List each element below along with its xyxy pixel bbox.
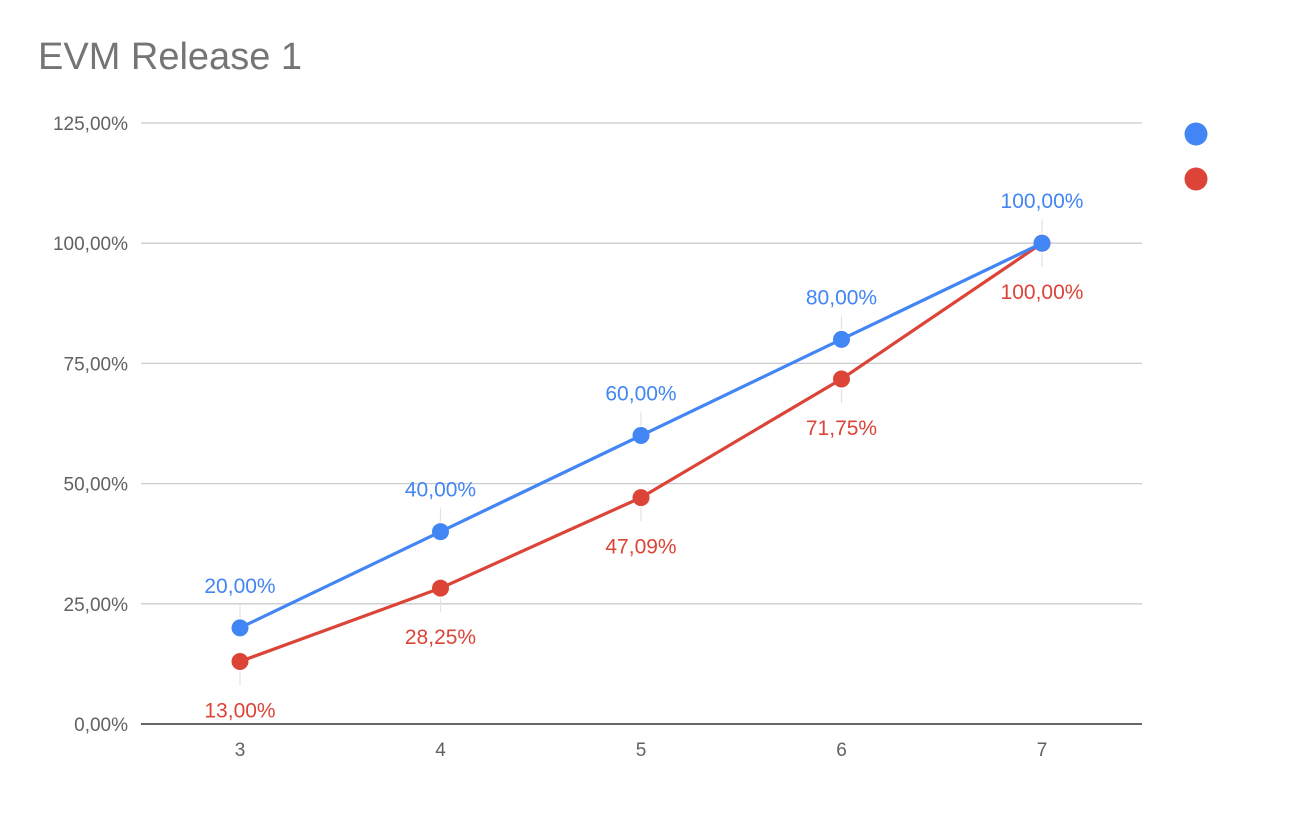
data-point-series-2	[833, 370, 850, 388]
x-tick-label: 6	[836, 740, 847, 761]
data-point-series-2	[231, 652, 249, 670]
y-tick-label: 100,00%	[53, 234, 128, 255]
data-point-series-2	[632, 489, 650, 507]
data-label-series-1: 20,00%	[204, 575, 275, 598]
data-point-series-1	[231, 619, 249, 637]
data-label-series-2: 71,75%	[806, 417, 877, 440]
data-label-series-1: 100,00%	[1001, 190, 1084, 213]
x-tick-label: 7	[1037, 740, 1048, 761]
y-tick-label: 0,00%	[74, 715, 128, 736]
x-tick-label: 5	[636, 740, 647, 761]
chart-title: EVM Release 1	[38, 36, 303, 78]
data-label-series-2: 47,09%	[605, 536, 676, 559]
y-tick-label: 75,00%	[64, 354, 129, 375]
y-tick-label: 125,00%	[53, 114, 128, 135]
data-point-series-1	[632, 427, 650, 445]
legend-marker-series-1	[1184, 122, 1208, 146]
data-point-series-1	[432, 523, 449, 541]
data-label-series-2: 13,00%	[204, 699, 275, 722]
legend-marker-series-2	[1184, 167, 1208, 191]
data-label-series-1: 40,00%	[405, 479, 476, 502]
y-tick-label: 25,00%	[64, 595, 129, 616]
data-point-series-1	[1033, 234, 1051, 252]
y-tick-label: 50,00%	[64, 475, 129, 496]
data-point-series-1	[833, 330, 850, 348]
x-tick-label: 4	[435, 740, 446, 761]
data-point-series-2	[432, 579, 449, 597]
data-label-series-2: 100,00%	[1001, 281, 1084, 304]
x-tick-label: 3	[235, 740, 246, 761]
series-line-2	[238, 241, 1044, 664]
data-label-series-1: 80,00%	[806, 286, 877, 309]
data-label-series-2: 28,25%	[405, 626, 476, 649]
data-label-series-1: 60,00%	[605, 383, 676, 406]
